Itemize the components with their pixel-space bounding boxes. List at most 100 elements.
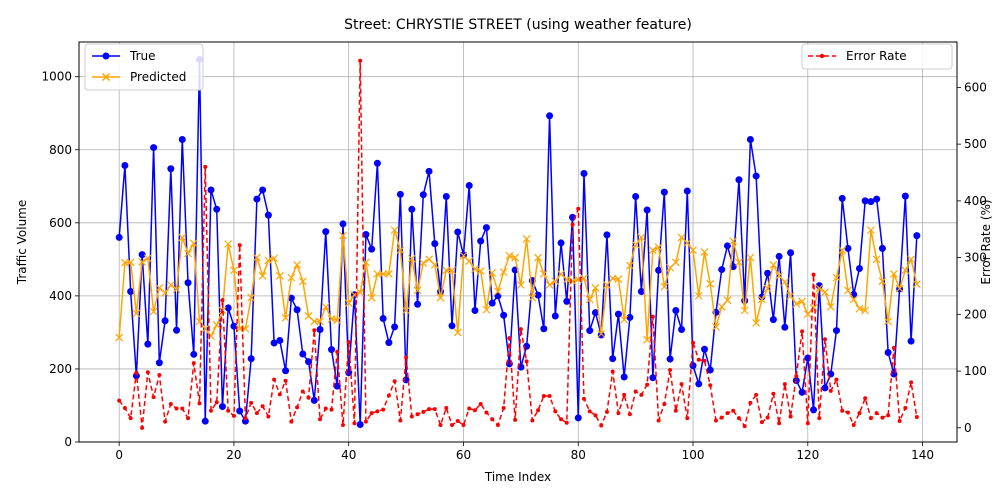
series-error-rate-point xyxy=(128,416,133,421)
series-error-rate-point xyxy=(421,409,426,414)
series-true-point xyxy=(454,228,462,236)
series-true-point xyxy=(649,374,657,382)
series-predicted-point xyxy=(562,275,571,284)
series-predicted-point xyxy=(740,306,749,315)
series-predicted-point xyxy=(482,305,491,314)
series-predicted-point xyxy=(821,288,829,297)
series-true-point xyxy=(597,331,605,339)
series-predicted-point xyxy=(585,295,594,304)
series-error-rate-point xyxy=(696,357,701,362)
series-predicted-point xyxy=(493,287,502,296)
series-predicted-point xyxy=(453,328,462,337)
series-predicted-point xyxy=(511,253,520,262)
series-true-point xyxy=(540,325,548,333)
series-true-point xyxy=(241,417,249,425)
series-predicted-point xyxy=(367,293,376,302)
series-error-rate-point xyxy=(771,391,776,396)
series-error-rate-point xyxy=(358,58,363,63)
series-true-point xyxy=(316,325,324,333)
series-error-rate-point xyxy=(541,394,546,399)
series-true-point xyxy=(333,382,341,390)
series-true-point xyxy=(253,195,261,203)
series-error-rate-point xyxy=(501,405,506,410)
series-predicted-point xyxy=(115,333,124,342)
series-error-rate-point xyxy=(759,420,764,425)
series-error-rate-point xyxy=(673,408,678,413)
series-predicted-point xyxy=(614,275,623,284)
series-predicted-point xyxy=(327,314,336,323)
series-predicted-point xyxy=(476,267,485,275)
series-error-rate-point xyxy=(369,411,374,416)
series-predicted-point xyxy=(809,304,818,312)
series-true-point xyxy=(207,186,215,194)
series-error-rate-point xyxy=(163,419,168,424)
series-error-rate-point xyxy=(283,378,288,383)
series-true-point xyxy=(787,249,795,257)
series-true-point xyxy=(270,339,278,347)
series-true-point xyxy=(167,165,175,173)
y-tick-label-right: 300 xyxy=(964,251,987,265)
series-true-point xyxy=(362,231,370,239)
series-error-rate-point xyxy=(122,405,127,410)
series-predicted-point xyxy=(149,307,158,316)
series-error-rate-point xyxy=(754,392,759,397)
series-error-rate-point xyxy=(340,422,345,427)
series-error-rate-point xyxy=(375,409,380,414)
series-error-rate-point xyxy=(243,416,248,421)
series-true-point xyxy=(379,315,387,323)
series-error-rate-point xyxy=(868,416,873,421)
series-predicted-point xyxy=(838,246,847,255)
series-error-rate-point xyxy=(645,382,650,387)
series-predicted-point xyxy=(786,291,795,300)
y-tick-label-right: 100 xyxy=(964,364,987,378)
series-error-rate-point xyxy=(312,328,317,333)
series-true-point xyxy=(150,144,158,152)
legend-left: True Predicted xyxy=(84,43,204,91)
series-error-rate-point xyxy=(874,411,879,416)
series-error-rate-point xyxy=(880,415,885,420)
series-predicted-point xyxy=(344,299,353,308)
series-error-rate-point xyxy=(564,420,569,425)
series-true-point xyxy=(299,350,307,358)
series-predicted-point xyxy=(912,280,921,289)
series-error-rate-point xyxy=(851,422,856,427)
series-error-rate-point xyxy=(513,417,518,422)
series-predicted-point xyxy=(861,306,870,315)
series-true-point xyxy=(718,266,726,274)
series-true-point xyxy=(115,233,123,241)
series-true-point xyxy=(477,237,485,245)
series-true-point xyxy=(534,291,542,299)
series-predicted-point xyxy=(620,315,629,324)
series-true-point xyxy=(184,279,192,287)
series-error-rate-point xyxy=(352,421,357,426)
series-true-point xyxy=(373,159,381,167)
series-true-point xyxy=(666,355,674,363)
series-predicted-point xyxy=(287,273,296,282)
series-true-point xyxy=(626,313,634,321)
series-true-point xyxy=(408,205,416,213)
series-error-rate-point xyxy=(748,400,753,405)
series-error-rate-point xyxy=(604,409,609,414)
series-error-rate-point xyxy=(300,389,305,394)
series-true-point xyxy=(683,187,691,195)
series-error-rate-point xyxy=(478,401,483,406)
series-error-rate-point xyxy=(140,425,145,430)
series-predicted-point xyxy=(712,323,720,331)
legend-predicted-marker xyxy=(101,72,111,82)
series-predicted-point xyxy=(310,317,319,326)
series-true-point xyxy=(632,193,640,201)
series-error-rate-point xyxy=(214,400,219,405)
series-error-rate-point xyxy=(524,359,529,364)
series-error-rate-point xyxy=(455,419,460,424)
series-predicted-point xyxy=(671,258,680,267)
series-true-point xyxy=(161,317,169,325)
series-error-rate-point xyxy=(145,370,150,375)
series-predicted-point xyxy=(275,271,284,280)
series-error-rate-point xyxy=(817,416,822,421)
series-error-rate-point xyxy=(886,413,891,418)
series-true-point xyxy=(861,197,869,205)
series-true-point xyxy=(701,345,709,353)
series-error-rate-point xyxy=(472,408,477,413)
series-predicted-point xyxy=(138,257,147,266)
series-true-point xyxy=(591,309,599,317)
